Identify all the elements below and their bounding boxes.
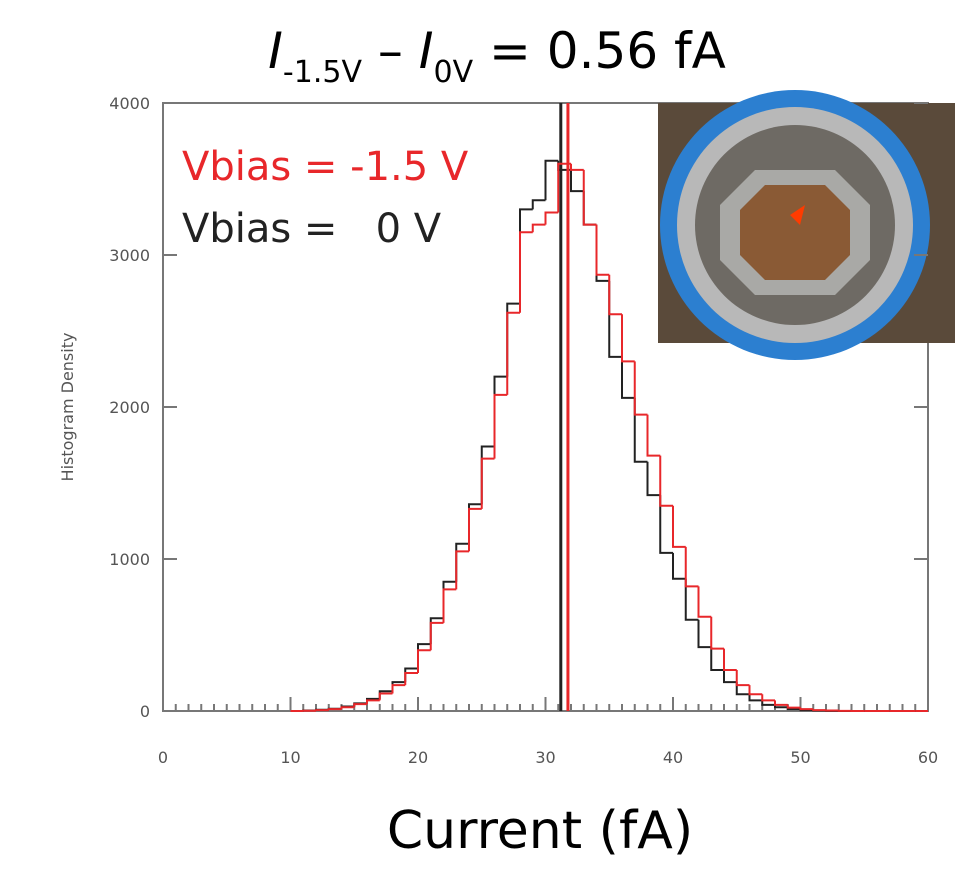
histogram-step <box>493 393 508 459</box>
histogram-step <box>633 397 648 463</box>
x-tick-label: 30 <box>535 748 555 767</box>
histogram-step <box>761 694 775 702</box>
histogram-step <box>506 311 520 395</box>
histogram-step <box>315 709 329 712</box>
histogram-step <box>697 619 712 649</box>
title-part: -1.5V <box>283 55 363 90</box>
histogram-step <box>519 231 533 313</box>
chart-title: I-1.5V – I0V = 0.56 fA <box>268 22 726 90</box>
histogram-step <box>327 708 342 711</box>
histogram-step <box>366 699 380 705</box>
x-tick-label: 0 <box>158 748 168 767</box>
histogram-step <box>480 457 495 509</box>
histogram-step <box>468 503 482 544</box>
legend-entry: Vbias = 0 V <box>182 206 442 252</box>
histogram-step <box>378 690 393 699</box>
histogram-step <box>710 616 724 650</box>
y-tick-label: 2000 <box>109 398 150 417</box>
histogram-step <box>582 191 597 226</box>
histogram-step <box>621 356 635 399</box>
x-tick-label: 10 <box>280 748 300 767</box>
histogram-step <box>723 648 737 671</box>
histogram-step <box>710 647 724 671</box>
histogram-step <box>391 681 406 692</box>
histogram-step <box>455 542 469 582</box>
title-part: = 0.56 fA <box>473 22 726 80</box>
x-tick-label: 40 <box>663 748 683 767</box>
x-tick-label: 50 <box>790 748 810 767</box>
histogram-step <box>786 704 801 709</box>
photo-octagon <box>740 185 850 280</box>
histogram-step <box>608 280 622 358</box>
histogram-step <box>646 414 661 457</box>
title-part: 0V <box>434 55 474 90</box>
histogram-step <box>672 552 686 580</box>
histogram-step <box>684 578 699 621</box>
y-tick-label: 3000 <box>109 246 150 265</box>
histogram-step <box>442 588 457 623</box>
histogram-step <box>621 314 635 363</box>
title-part: I <box>268 22 283 80</box>
histogram-step <box>570 169 584 193</box>
histogram-step <box>799 707 814 711</box>
histogram-step <box>774 700 788 706</box>
histogram-step <box>748 685 763 696</box>
histogram-step <box>659 455 673 507</box>
histogram-step <box>723 669 737 684</box>
histogram-step <box>391 684 406 694</box>
histogram-step <box>493 375 508 447</box>
histogram-step <box>761 700 775 706</box>
histogram-step <box>735 669 750 687</box>
histogram-step <box>633 361 648 416</box>
y-axis-label: Histogram Density <box>58 333 77 482</box>
histogram-step <box>582 169 597 226</box>
title-part: – <box>362 22 419 80</box>
title-part: I <box>419 22 434 80</box>
histogram-step <box>417 643 431 669</box>
histogram-step <box>417 649 431 673</box>
histogram-step <box>404 667 418 683</box>
histogram-step <box>531 199 546 210</box>
histogram-step <box>519 208 533 304</box>
histogram-step <box>531 223 546 233</box>
histogram-step <box>506 302 520 377</box>
histogram-step <box>659 495 673 554</box>
histogram-step <box>684 546 699 588</box>
histogram-step <box>404 672 418 686</box>
x-tick-label: 20 <box>408 748 428 767</box>
histogram-step <box>480 445 495 505</box>
histogram-step <box>595 224 610 282</box>
legend-entry: Vbias = -1.5 V <box>182 144 469 190</box>
photo-arrow <box>790 205 805 225</box>
histogram-step <box>442 580 457 619</box>
histogram-step <box>672 505 686 548</box>
histogram-step <box>735 682 750 696</box>
x-axis-label: Current (fA) <box>387 801 693 861</box>
y-tick-label: 1000 <box>109 550 150 569</box>
histogram-step <box>353 703 367 708</box>
histogram-step <box>455 550 469 590</box>
histogram-step <box>340 706 355 710</box>
histogram-step <box>570 163 584 171</box>
histogram-step <box>378 692 393 701</box>
histogram-step <box>748 694 763 702</box>
y-tick-label: 4000 <box>109 94 150 113</box>
x-tick-label: 60 <box>918 748 938 767</box>
histogram-step <box>697 586 712 618</box>
histogram-step <box>544 159 559 201</box>
histogram-step <box>595 224 610 276</box>
inset-photo <box>658 90 955 360</box>
histogram-step <box>544 211 559 225</box>
histogram-step <box>812 709 826 712</box>
histogram-step <box>429 621 444 651</box>
histogram-step <box>646 461 661 497</box>
histogram-step <box>468 507 482 552</box>
histogram-step <box>608 274 622 316</box>
y-tick-label: 0 <box>140 702 150 721</box>
